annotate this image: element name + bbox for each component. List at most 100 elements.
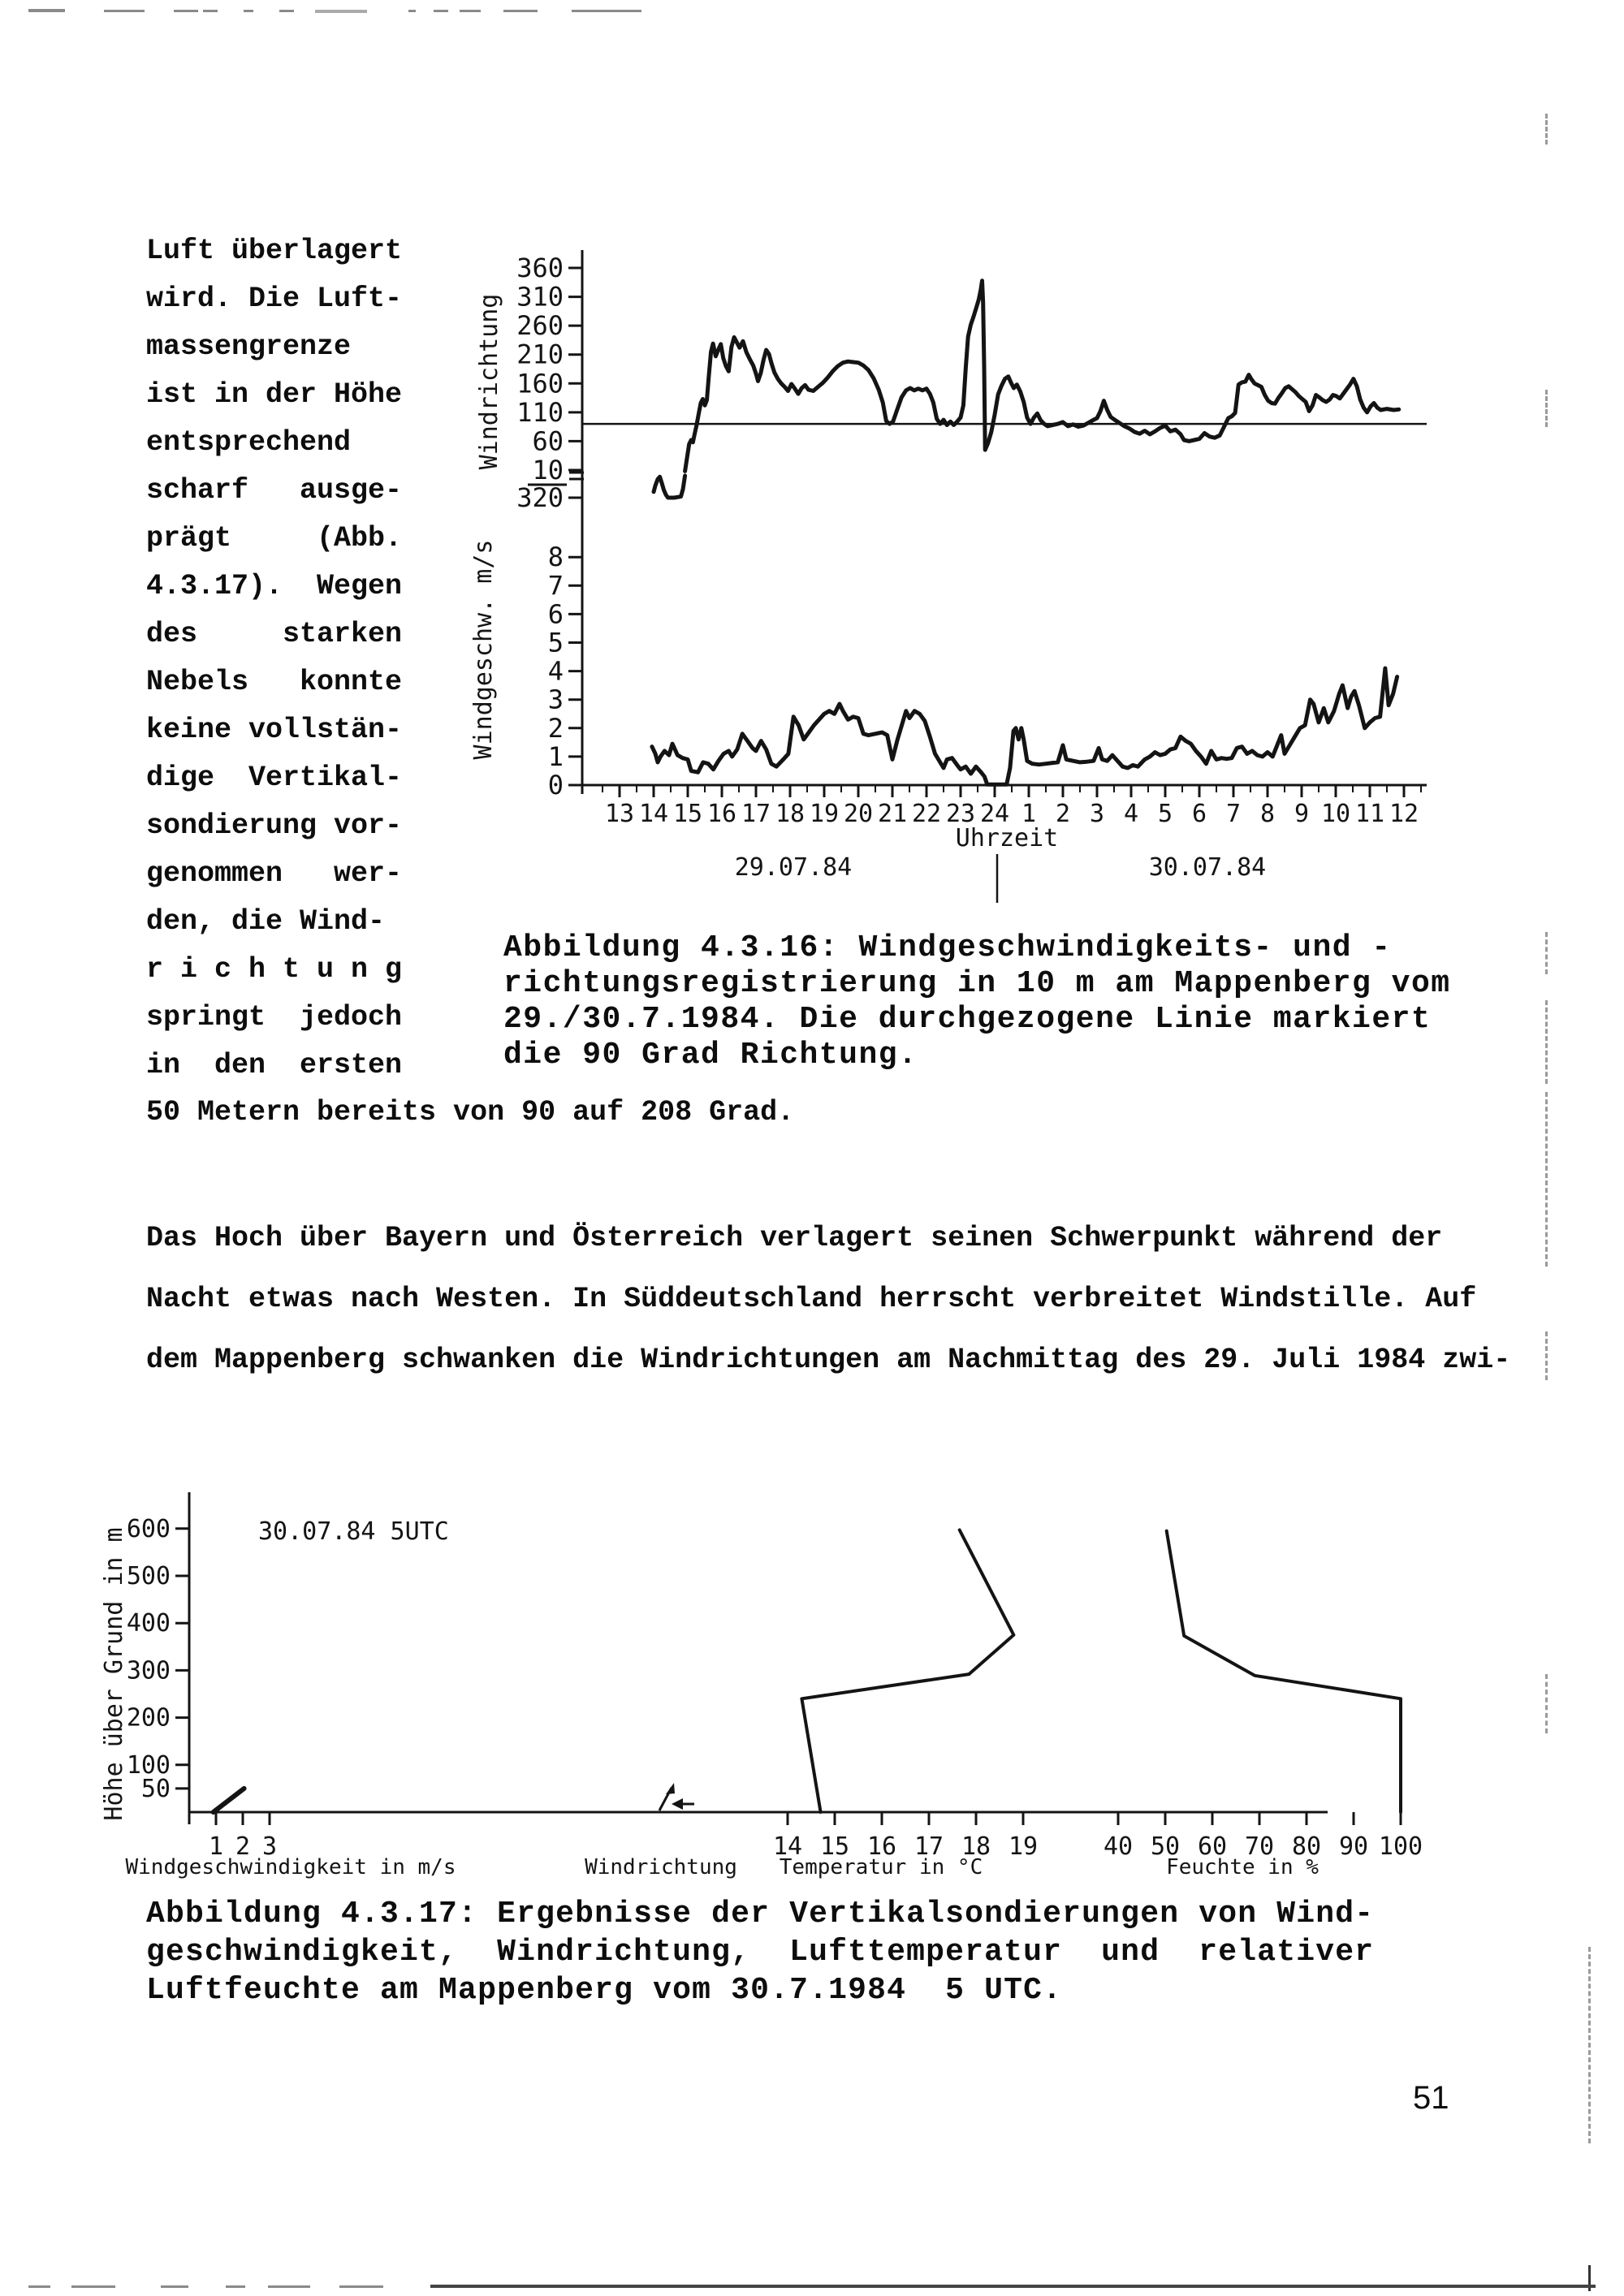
- svg-text:160: 160: [516, 368, 564, 399]
- svg-text:100: 100: [1379, 1832, 1423, 1861]
- svg-text:17: 17: [741, 800, 771, 828]
- svg-text:1: 1: [1021, 800, 1036, 828]
- svg-text:2: 2: [235, 1832, 250, 1861]
- svg-text:50: 50: [1151, 1832, 1180, 1861]
- svg-text:15: 15: [673, 800, 702, 828]
- svg-text:16: 16: [707, 800, 736, 828]
- svg-text:6: 6: [1192, 800, 1207, 828]
- svg-text:2: 2: [548, 713, 564, 744]
- svg-text:200: 200: [127, 1704, 171, 1733]
- svg-text:600: 600: [127, 1515, 171, 1543]
- svg-text:12: 12: [1389, 800, 1419, 828]
- scan-artifact-line: [226, 2285, 245, 2288]
- svg-text:5: 5: [1158, 800, 1173, 828]
- svg-text:400: 400: [127, 1609, 171, 1638]
- scan-artifact-line: [572, 10, 641, 12]
- scan-artifact-line: [71, 2285, 115, 2288]
- svg-text:310: 310: [516, 282, 564, 313]
- svg-text:24: 24: [980, 800, 1009, 828]
- svg-text:Windrichtung: Windrichtung: [475, 294, 503, 470]
- scan-artifact-line: [203, 10, 218, 12]
- svg-text:0: 0: [548, 770, 564, 801]
- scan-artifact-margin: [1545, 114, 1548, 145]
- svg-text:2: 2: [1056, 800, 1070, 828]
- svg-text:Temperatur in °C: Temperatur in °C: [780, 1855, 983, 1880]
- scan-artifact-line: [460, 10, 481, 12]
- body-text-full-line: 50 Metern bereits von 90 auf 208 Grad.: [146, 1096, 795, 1129]
- svg-text:8: 8: [1260, 800, 1275, 828]
- scan-artifact-line: [434, 10, 448, 12]
- scan-artifact-line: [339, 2285, 383, 2288]
- svg-text:Windgeschw. m/s: Windgeschw. m/s: [469, 540, 498, 760]
- svg-text:21: 21: [878, 800, 907, 828]
- body-paragraph: Das Hoch über Bayern und Österreich verl…: [146, 1222, 1511, 1376]
- scan-artifact-line: [408, 10, 416, 12]
- caption-figure-4316: Abbildung 4.3.16: Windgeschwindigkeits- …: [503, 930, 1451, 1072]
- body-text-left-column: Luft überlagert wird. Die Luft-massengren…: [146, 235, 403, 1081]
- page-number: 51: [1413, 2080, 1449, 2116]
- scan-artifact-line: [28, 2285, 50, 2288]
- svg-text:80: 80: [1292, 1832, 1321, 1861]
- scan-artifact-line: [161, 2285, 188, 2288]
- svg-text:17: 17: [914, 1832, 944, 1861]
- svg-text:1: 1: [548, 741, 564, 772]
- svg-text:14: 14: [773, 1832, 802, 1861]
- svg-text:30.07.84: 30.07.84: [1149, 853, 1267, 882]
- svg-text:9: 9: [1294, 800, 1309, 828]
- svg-text:60: 60: [1198, 1832, 1227, 1861]
- svg-text:22: 22: [912, 800, 941, 828]
- svg-text:70: 70: [1245, 1832, 1274, 1861]
- svg-text:360: 360: [516, 252, 564, 283]
- caption-figure-4317: Abbildung 4.3.17: Ergebnisse der Vertika…: [146, 1897, 1375, 2008]
- scan-artifact-margin: [1545, 1092, 1548, 1267]
- svg-text:23: 23: [946, 800, 975, 828]
- page-bottom-rule: [430, 2285, 1596, 2288]
- svg-text:30.07.84 5UTC: 30.07.84 5UTC: [258, 1517, 449, 1546]
- scan-artifact-line: [104, 10, 145, 12]
- scan-artifact-margin: [1545, 1674, 1548, 1733]
- svg-text:7: 7: [548, 570, 564, 601]
- scan-artifact-line: [244, 10, 253, 12]
- svg-text:3: 3: [262, 1832, 277, 1861]
- svg-text:10: 10: [532, 455, 564, 486]
- scan-artifact-margin: [1588, 2265, 1591, 2291]
- svg-text:19: 19: [1009, 1832, 1038, 1861]
- svg-text:8: 8: [548, 542, 564, 572]
- svg-text:10: 10: [1321, 800, 1350, 828]
- svg-text:3: 3: [548, 684, 564, 715]
- svg-text:15: 15: [820, 1832, 849, 1861]
- scan-artifact-line: [268, 2285, 310, 2288]
- scan-artifact-line: [279, 10, 294, 12]
- scan-artifact-line: [503, 10, 538, 12]
- svg-text:60: 60: [532, 425, 564, 456]
- svg-text:14: 14: [639, 800, 668, 828]
- scan-artifact-line: [315, 10, 367, 13]
- svg-text:13: 13: [605, 800, 634, 828]
- svg-text:50: 50: [141, 1775, 171, 1803]
- svg-text:18: 18: [961, 1832, 991, 1861]
- svg-text:11: 11: [1355, 800, 1384, 828]
- svg-text:110: 110: [516, 397, 564, 428]
- svg-text:18: 18: [775, 800, 805, 828]
- svg-text:29.07.84: 29.07.84: [735, 853, 853, 882]
- svg-text:3: 3: [1090, 800, 1104, 828]
- svg-text:210: 210: [516, 339, 564, 370]
- svg-text:19: 19: [810, 800, 839, 828]
- svg-text:40: 40: [1104, 1832, 1133, 1861]
- scan-artifact-margin: [1588, 1947, 1591, 2143]
- svg-text:4: 4: [548, 656, 564, 687]
- svg-text:1: 1: [209, 1832, 223, 1861]
- scan-artifact-margin: [1545, 390, 1548, 427]
- scan-artifact-margin: [1545, 932, 1548, 974]
- svg-text:100: 100: [127, 1751, 171, 1780]
- scan-artifact-line: [174, 10, 198, 12]
- svg-text:5: 5: [548, 628, 564, 658]
- svg-text:260: 260: [516, 310, 564, 341]
- svg-text:4: 4: [1124, 800, 1138, 828]
- svg-text:Feuchte in %: Feuchte in %: [1166, 1855, 1319, 1880]
- scan-artifact-margin: [1545, 1000, 1548, 1084]
- svg-text:500: 500: [127, 1562, 171, 1590]
